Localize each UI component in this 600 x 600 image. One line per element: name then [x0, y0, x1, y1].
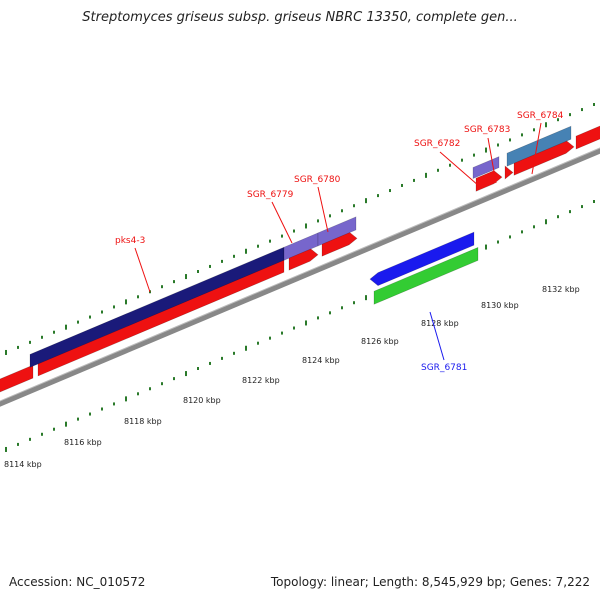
accession-label: Accession: NC_010572 — [9, 575, 146, 589]
gene-leader-line — [271, 201, 293, 244]
gene-leader-line — [317, 186, 329, 233]
gene-bar-purple[interactable] — [317, 216, 357, 247]
feature-track[interactable] — [0, 124, 600, 394]
cds-arrow-red[interactable] — [0, 364, 34, 394]
gene-label-pks4-3[interactable]: pks4-3 — [115, 236, 145, 246]
ruler-label: 8132 kbp — [542, 285, 580, 294]
ruler-label: 8128 kbp — [421, 319, 459, 328]
cds-arrow-red[interactable] — [475, 170, 503, 192]
gene-leader-line — [487, 137, 497, 184]
lower-tick-track — [5, 200, 595, 452]
gene-label-sgr-6784[interactable]: SGR_6784 — [517, 111, 564, 121]
gene-leader-line — [134, 247, 151, 293]
gene-bar-steel[interactable] — [506, 125, 572, 167]
gene-leader-line — [429, 311, 445, 361]
ruler-label: 8114 kbp — [4, 460, 42, 469]
gene-bar-blue[interactable] — [369, 231, 475, 286]
backbone-highlight — [0, 147, 600, 402]
topology-label: Topology: linear; Length: 8,545,929 bp; … — [270, 575, 590, 589]
ruler-label: 8116 kbp — [64, 438, 102, 447]
ruler-labels: 8114 kbp 8116 kbp 8118 kbp 8120 kbp 8122 kbp… — [4, 285, 580, 469]
gene-label-sgr-6779[interactable]: SGR_6779 — [247, 190, 294, 200]
gene-label-sgr-6780[interactable]: SGR_6780 — [294, 175, 341, 185]
ruler-label: 8118 kbp — [124, 417, 162, 426]
gene-bar-green[interactable] — [373, 246, 479, 305]
genome-backbone — [0, 147, 600, 407]
upper-tick-track — [5, 103, 595, 355]
ruler-label: 8124 kbp — [302, 356, 340, 365]
ruler-label: 8130 kbp — [481, 301, 519, 310]
gene-label-sgr-6782[interactable]: SGR_6782 — [414, 139, 460, 149]
ruler-label: 8126 kbp — [361, 337, 399, 346]
backbone-line — [0, 148, 600, 407]
map-title: Streptomyces griseus subsp. griseus NBRC… — [82, 10, 518, 25]
gene-label-sgr-6781[interactable]: SGR_6781 — [421, 363, 467, 373]
gene-leader-line — [439, 151, 480, 187]
cds-arrow-red[interactable] — [575, 124, 600, 150]
gene-leader-line — [531, 122, 542, 175]
ruler-label: 8120 kbp — [183, 396, 221, 405]
ruler-label: 8122 kbp — [242, 376, 280, 385]
gene-label-sgr-6783[interactable]: SGR_6783 — [464, 125, 510, 135]
cds-arrow-red[interactable] — [504, 165, 514, 180]
cds-arrow-red[interactable] — [37, 258, 285, 377]
